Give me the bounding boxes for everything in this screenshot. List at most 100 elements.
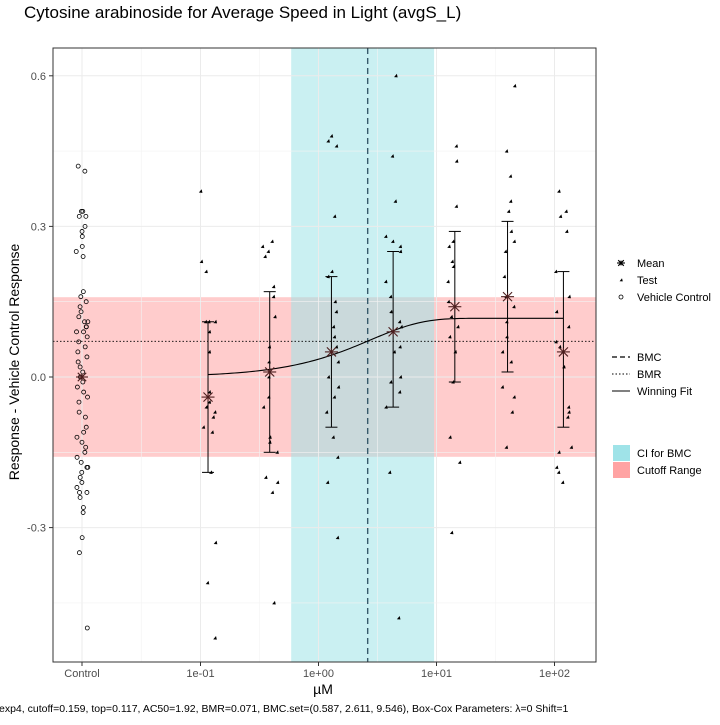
legend-label-fit: Winning Fit xyxy=(637,386,692,398)
test-point xyxy=(201,425,206,429)
vehicle-control-point xyxy=(76,409,82,415)
vehicle-control-point xyxy=(80,369,86,375)
vehicle-control-point xyxy=(82,414,88,420)
vehicle-control-point xyxy=(74,329,79,335)
y-tick-label: -0.3 xyxy=(27,523,46,535)
vehicle-control-point xyxy=(80,379,86,385)
test-point xyxy=(398,249,403,254)
test-point xyxy=(384,405,388,409)
test-point xyxy=(446,279,450,284)
test-point xyxy=(204,405,209,409)
test-point xyxy=(204,269,208,274)
test-point xyxy=(273,314,277,319)
test-point xyxy=(509,229,514,234)
x-tick-label: Control xyxy=(64,668,99,680)
test-point xyxy=(564,229,569,234)
axes: Control 1e-01 1e+00 1e+01 1e+02 -0.3 0.0 0.3 0.6 xyxy=(27,47,597,680)
test-point xyxy=(329,134,334,138)
test-point xyxy=(389,309,393,314)
test-point xyxy=(454,204,459,208)
vehicle-control-point xyxy=(83,299,89,305)
mean-marker xyxy=(556,346,570,357)
test-point xyxy=(334,144,339,148)
test-point xyxy=(565,415,570,419)
vehicle-control-point xyxy=(75,349,81,355)
test-point xyxy=(275,450,279,454)
test-point xyxy=(457,460,462,464)
vehicle-control-point xyxy=(79,439,85,445)
test-point xyxy=(554,339,558,344)
vehicle-control-point xyxy=(81,505,86,510)
test-point xyxy=(554,465,559,469)
legend-label-ci: CI for BMC xyxy=(637,448,691,460)
mean-marker xyxy=(201,392,215,403)
test-point xyxy=(398,344,402,349)
y-axis-label: Response - Vehicle Control Response xyxy=(6,243,22,480)
test-point xyxy=(509,359,513,364)
test-point xyxy=(397,319,402,324)
test-point xyxy=(205,580,210,585)
vehicle-control-point xyxy=(73,249,79,254)
y-tick-label: 0.3 xyxy=(31,221,46,233)
test-point xyxy=(335,535,340,540)
test-point xyxy=(503,249,508,254)
vehicle-control-point xyxy=(79,208,84,214)
test-point xyxy=(450,259,454,264)
test-point xyxy=(333,299,337,304)
test-point xyxy=(508,199,513,203)
test-point xyxy=(512,304,516,309)
test-point xyxy=(504,149,509,153)
test-point xyxy=(502,274,507,279)
legend-test-key xyxy=(619,278,623,282)
test-point xyxy=(566,405,571,409)
test-point xyxy=(198,189,203,193)
test-point xyxy=(567,294,571,299)
test-point xyxy=(449,530,454,535)
test-point xyxy=(383,279,388,284)
vehicle-control-point xyxy=(85,319,91,325)
vehicle-control-point xyxy=(74,434,80,440)
test-point xyxy=(508,174,513,178)
vehicle-control-point xyxy=(83,324,89,330)
mean-marker xyxy=(501,291,515,302)
x-tick-label: 1e+01 xyxy=(421,668,452,680)
test-point xyxy=(271,284,276,289)
vehicle-control-point xyxy=(77,550,82,556)
test-point xyxy=(210,430,214,434)
y-tick-label: 0.0 xyxy=(31,372,46,384)
test-point xyxy=(213,410,217,414)
test-point xyxy=(556,470,561,474)
test-point xyxy=(260,244,265,249)
test-point xyxy=(451,239,455,244)
test-point xyxy=(566,324,571,329)
vehicle-control-point xyxy=(76,213,82,219)
test-point xyxy=(512,83,517,88)
test-point xyxy=(270,490,275,495)
vehicle-control-point xyxy=(74,454,80,460)
vehicle-control-point xyxy=(79,234,85,239)
test-point xyxy=(272,600,276,605)
legend: Mean Test Vehicle Control BMC BMR Winning Fit… xyxy=(612,258,711,478)
legend-label-mean: Mean xyxy=(637,258,665,270)
control-mean-marker xyxy=(76,372,88,382)
vehicle-control-point xyxy=(77,364,83,370)
test-point xyxy=(448,435,452,439)
test-point xyxy=(557,189,561,193)
test-point xyxy=(334,309,339,314)
vehicle-control-point xyxy=(81,329,86,335)
shaded-bands xyxy=(53,48,596,662)
test-point xyxy=(326,139,330,143)
test-point xyxy=(336,385,341,389)
test-point xyxy=(454,144,459,148)
vehicle-control-point xyxy=(82,344,88,350)
test-point xyxy=(398,244,403,249)
vehicle-control-point xyxy=(80,289,86,295)
test-point xyxy=(506,209,511,213)
plot-border xyxy=(52,47,597,663)
test-point xyxy=(388,380,393,384)
legend-cutoff-key xyxy=(613,462,630,478)
test-point xyxy=(390,239,395,244)
vehicle-control-point xyxy=(75,359,81,365)
test-point xyxy=(447,334,452,339)
bmc-ci-band xyxy=(291,48,435,662)
